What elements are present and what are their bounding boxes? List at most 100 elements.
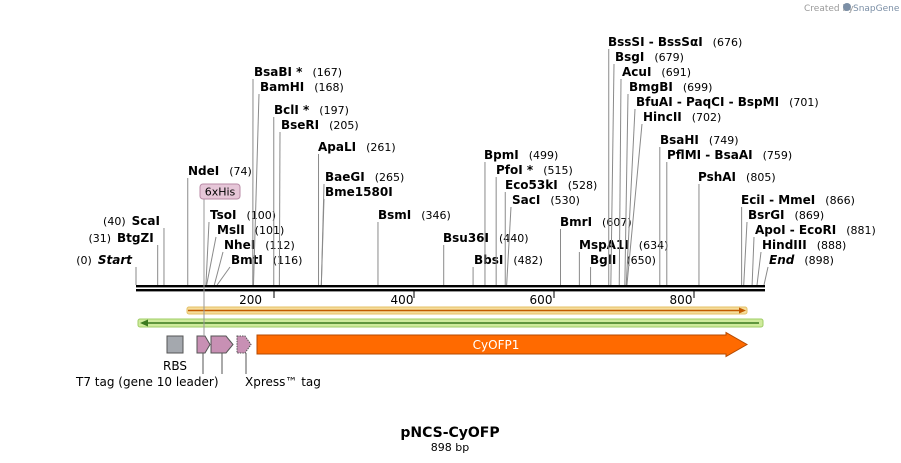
site-name: BmrI <box>560 215 592 229</box>
rbs-feature[interactable] <box>166 335 184 354</box>
site-position: (205) <box>329 119 359 132</box>
site-leader-line <box>626 123 643 286</box>
created-by-credit[interactable]: Created by SnapGene <box>804 3 900 14</box>
site-position: (650) <box>626 254 656 267</box>
backbone-top-strand <box>136 285 765 288</box>
site-position: (881) <box>846 224 876 237</box>
site-position: (197) <box>319 104 349 117</box>
site-name: NdeI <box>188 164 219 178</box>
backbone-bottom-strand <box>136 289 765 292</box>
site-bgli[interactable]: BglI (650) <box>590 253 656 285</box>
site-bmti[interactable]: BmtI (116) <box>216 253 302 286</box>
orf-yellow-bar[interactable] <box>186 306 748 315</box>
his-tag-callout[interactable] <box>199 183 241 200</box>
site-apoi[interactable]: ApoI - EcoRI (881) <box>751 223 876 286</box>
site-mspa1i[interactable]: MspA1I (634) <box>578 238 669 285</box>
site-leader-line <box>743 221 748 286</box>
site-btgzi[interactable]: BtgZI (31) <box>88 231 159 285</box>
site-tsoi[interactable]: TsoI (100) <box>205 208 276 286</box>
his-tag-feature[interactable] <box>210 335 234 354</box>
features: CyOFP1 RBS T7 tag (gene 10 leader) Xpres… <box>75 183 749 389</box>
cyofp1-feature-arrow[interactable] <box>256 331 749 358</box>
site-bsssi[interactable]: BssSI - BssSαI (676) <box>608 35 742 285</box>
snapgene-logo-icon <box>843 3 851 11</box>
restriction-sites: Start (0) BtgZI (31) ScaI (40) NdeI (74) TsoI (10… <box>76 35 876 286</box>
site-name: BsgI <box>615 50 644 64</box>
site-bsrgi[interactable]: BsrGI (869) <box>743 208 825 286</box>
site-name: BamHI <box>260 80 304 94</box>
site-bmgbi[interactable]: BmgBI (699) <box>624 80 713 286</box>
ruler-label-600: 600 <box>530 293 553 307</box>
site-bsgi[interactable]: BsgI (679) <box>610 50 684 286</box>
site-bseri[interactable]: BseRI (205) <box>278 118 359 286</box>
site-end[interactable]: End (898) <box>763 253 834 286</box>
site-name: HindIII <box>762 238 807 252</box>
site-bamhi[interactable]: BamHI (168) <box>252 80 344 286</box>
site-bme1580i[interactable]: Bme1580I <box>320 185 393 286</box>
site-name: End <box>769 253 795 267</box>
site-position: (530) <box>550 194 580 207</box>
site-start[interactable]: Start (0) <box>76 253 137 285</box>
site-pflmi[interactable]: PflMI - BsaAI (759) <box>666 148 793 285</box>
site-hincii[interactable]: HincII (702) <box>626 110 721 286</box>
site-position: (74) <box>229 165 252 178</box>
backbone <box>136 285 765 292</box>
site-ndei[interactable]: NdeI (74) <box>187 164 252 285</box>
site-bfuai[interactable]: BfuAI - PaqCI - BspMI (701) <box>625 95 819 286</box>
site-position: (634) <box>639 239 669 252</box>
site-scai[interactable]: ScaI (40) <box>103 214 165 285</box>
site-name: ApoI - EcoRI <box>755 223 836 237</box>
site-bcli[interactable]: BclI * (197) <box>273 103 349 285</box>
site-name: EciI - MmeI <box>741 193 815 207</box>
site-msli[interactable]: MslI (101) <box>206 223 285 286</box>
site-ecii[interactable]: EciI - MmeI (866) <box>741 193 855 285</box>
site-saci[interactable]: SacI (530) <box>506 193 580 286</box>
site-position: (40) <box>103 215 126 228</box>
site-bmri[interactable]: BmrI (607) <box>559 215 632 285</box>
site-bpmi[interactable]: BpmI (499) <box>484 148 558 285</box>
site-bsahi[interactable]: BsaHI (749) <box>659 133 739 285</box>
site-position: (100) <box>246 209 276 222</box>
site-name: BmgBI <box>629 80 673 94</box>
site-position: (265) <box>375 171 405 184</box>
site-position: (866) <box>825 194 855 207</box>
t7-tag-feature[interactable] <box>196 335 211 354</box>
site-position: (679) <box>654 51 684 64</box>
site-position: (101) <box>255 224 285 237</box>
site-name: BfuAI - PaqCI - BspMI <box>636 95 779 109</box>
site-acui[interactable]: AcuI (691) <box>618 65 691 286</box>
site-bsabi[interactable]: BsaBI * (167) <box>252 65 342 286</box>
xpress-tag-feature[interactable] <box>236 335 252 354</box>
site-name: PflMI - BsaAI <box>667 148 753 162</box>
site-name: PshAI <box>698 170 736 184</box>
site-name: BclI * <box>274 103 310 117</box>
site-nhei[interactable]: NheI(112) <box>213 238 295 286</box>
site-leader-line <box>624 93 629 286</box>
rbs-label: RBS <box>163 359 187 373</box>
site-position: (482) <box>513 254 543 267</box>
site-position: (759) <box>763 149 793 162</box>
orf-green-bar[interactable] <box>137 318 764 328</box>
site-pfoi[interactable]: PfoI * (515) <box>495 163 573 285</box>
site-position: (607) <box>602 216 632 229</box>
site-position: (869) <box>795 209 825 222</box>
site-bsu36i[interactable]: Bsu36I (440) <box>443 231 529 285</box>
site-leader-line <box>278 131 281 286</box>
ruler-label-800: 800 <box>670 293 693 307</box>
site-bsmi[interactable]: BsmI (346) <box>377 208 451 285</box>
site-name: Start <box>98 253 133 267</box>
site-name: Eco53kI <box>505 178 558 192</box>
site-pshai[interactable]: PshAI (805) <box>698 170 776 285</box>
site-name: BglI <box>590 253 616 267</box>
site-position: (499) <box>529 149 559 162</box>
ruler: 200 400 600 800 <box>239 291 695 307</box>
site-position: (346) <box>421 209 451 222</box>
site-eco53ki[interactable]: Eco53kI (528) <box>504 178 597 285</box>
site-name: MspA1I <box>579 238 629 252</box>
site-hindiii[interactable]: HindIII (888) <box>756 238 846 286</box>
site-leader-line <box>320 198 325 286</box>
site-name: BsaHI <box>660 133 699 147</box>
site-name: AcuI <box>622 65 651 79</box>
site-name: BsaBI * <box>254 65 303 79</box>
site-apali[interactable]: ApaLI (261) <box>318 140 396 285</box>
